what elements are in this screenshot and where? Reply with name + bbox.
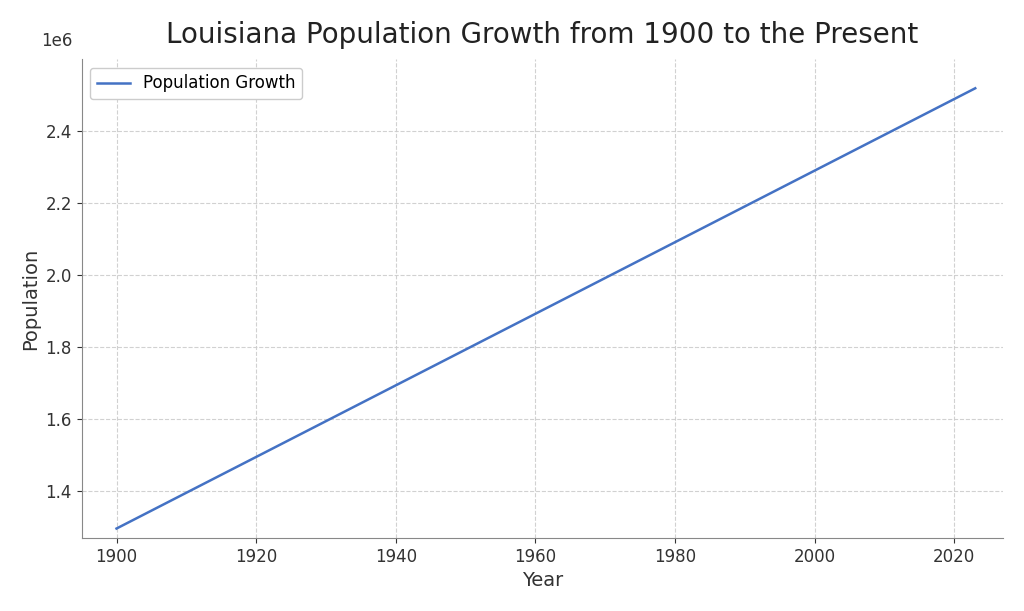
Title: Louisiana Population Growth from 1900 to the Present: Louisiana Population Growth from 1900 to… xyxy=(166,21,919,49)
Population Growth xyxy=(796,174,808,181)
Population Growth xyxy=(111,525,123,532)
Population Growth xyxy=(969,84,981,92)
Population Growth xyxy=(458,347,470,354)
Population Growth xyxy=(780,181,793,189)
Population Growth xyxy=(700,222,713,230)
Y-axis label: Population: Population xyxy=(20,247,40,350)
Text: 1e6: 1e6 xyxy=(41,32,73,50)
Population Growth xyxy=(198,480,210,487)
X-axis label: Year: Year xyxy=(522,571,563,590)
Population Growth xyxy=(488,331,501,338)
Legend: Population Growth: Population Growth xyxy=(90,68,302,99)
Line: Population Growth: Population Growth xyxy=(117,88,975,529)
